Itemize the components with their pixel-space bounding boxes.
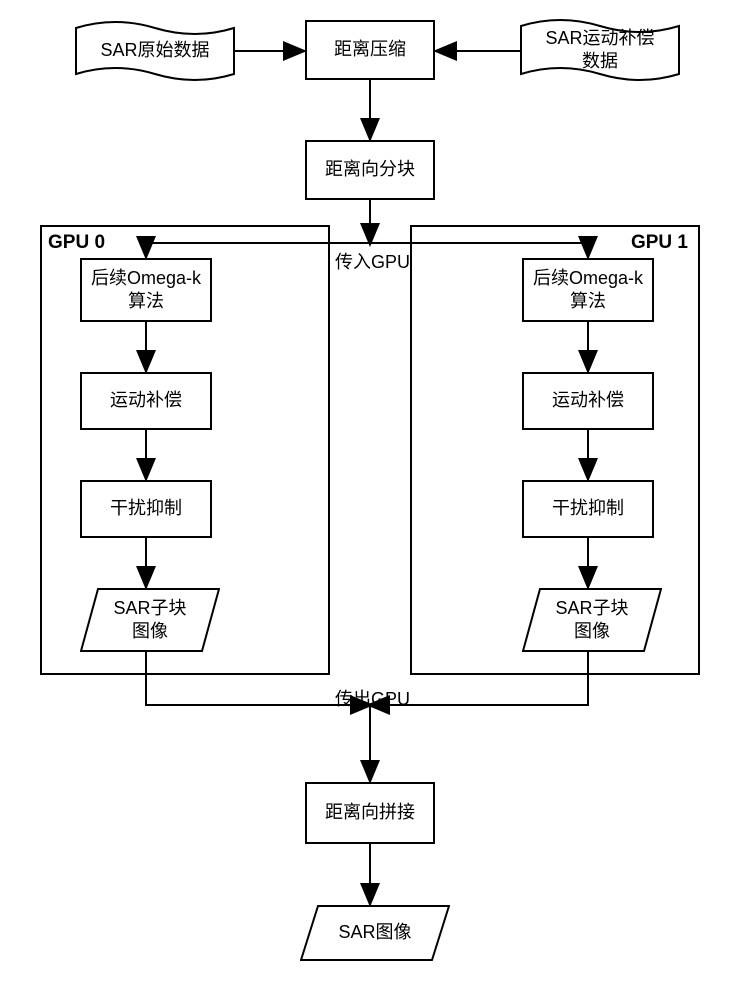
motion0-node: 运动补偿 bbox=[80, 372, 212, 430]
range-compress-node: 距离压缩 bbox=[305, 20, 435, 80]
subimg1-node: SAR子块 图像 bbox=[522, 588, 662, 652]
motion1-label: 运动补偿 bbox=[552, 389, 624, 412]
gpu1-label: GPU 1 bbox=[631, 232, 688, 254]
range-concat-node: 距离向拼接 bbox=[305, 782, 435, 844]
suppress1-label: 干扰抑制 bbox=[552, 497, 624, 520]
subimg0-label: SAR子块 图像 bbox=[113, 597, 186, 644]
range-block-node: 距离向分块 bbox=[305, 140, 435, 200]
range-block-label: 距离向分块 bbox=[325, 158, 415, 181]
omega0-node: 后续Omega-k 算法 bbox=[80, 258, 212, 322]
sar-image-node: SAR图像 bbox=[300, 905, 450, 961]
sar-motion-data-node: SAR运动补偿 数据 bbox=[520, 18, 680, 82]
omega0-label: 后续Omega-k 算法 bbox=[91, 267, 201, 314]
suppress0-node: 干扰抑制 bbox=[80, 480, 212, 538]
range-compress-label: 距离压缩 bbox=[334, 38, 406, 61]
suppress1-node: 干扰抑制 bbox=[522, 480, 654, 538]
motion1-node: 运动补偿 bbox=[522, 372, 654, 430]
subimg1-label: SAR子块 图像 bbox=[555, 597, 628, 644]
motion0-label: 运动补偿 bbox=[110, 389, 182, 412]
range-concat-label: 距离向拼接 bbox=[325, 801, 415, 824]
suppress0-label: 干扰抑制 bbox=[110, 497, 182, 520]
gpu0-label: GPU 0 bbox=[48, 232, 105, 254]
sar-raw-data-label: SAR原始数据 bbox=[100, 39, 209, 62]
sar-raw-data-node: SAR原始数据 bbox=[75, 20, 235, 82]
omega1-node: 后续Omega-k 算法 bbox=[522, 258, 654, 322]
in-gpu-label: 传入GPU bbox=[335, 248, 410, 274]
sar-image-label: SAR图像 bbox=[338, 921, 411, 944]
out-gpu-label: 传出GPU bbox=[335, 685, 410, 711]
omega1-label: 后续Omega-k 算法 bbox=[533, 267, 643, 314]
subimg0-node: SAR子块 图像 bbox=[80, 588, 220, 652]
sar-motion-data-label: SAR运动补偿 数据 bbox=[545, 27, 654, 74]
